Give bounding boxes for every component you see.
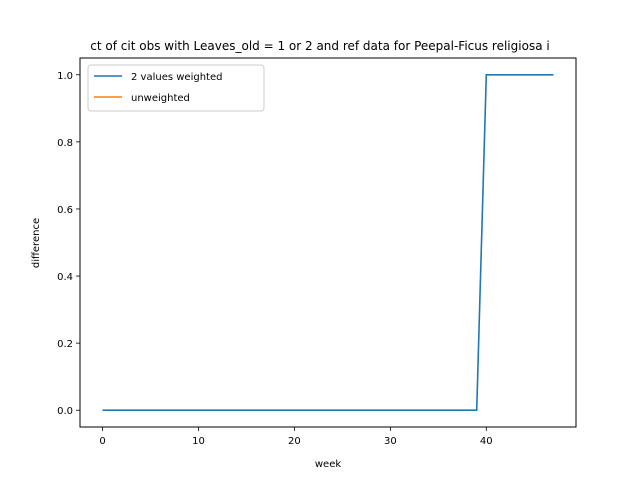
- x-tick-label: 20: [288, 436, 301, 447]
- axes-frame: [79, 57, 577, 428]
- chart-title: ct of cit obs with Leaves_old = 1 or 2 a…: [90, 39, 549, 53]
- x-tick-label: 30: [384, 436, 397, 447]
- series-line-0: [102, 73, 554, 412]
- x-tick-label: 10: [192, 436, 205, 447]
- legend-label-unweighted: unweighted: [131, 93, 190, 104]
- plot-area: 0 10 20 30 40 0.0 0.2 0.4 0.6 0.8 1.0: [57, 57, 577, 447]
- y-tick-label: 1.0: [57, 71, 73, 82]
- legend-label-weighted: 2 values weighted: [131, 72, 222, 83]
- legend-box: [87, 64, 265, 112]
- y-tick-label: 0.8: [57, 138, 73, 149]
- y-tick-label: 0.6: [57, 205, 73, 216]
- y-axis-label: difference: [31, 218, 42, 268]
- x-ticks: 0 10 20 30 40: [99, 427, 493, 447]
- y-ticks: 0.0 0.2 0.4 0.6 0.8 1.0: [57, 71, 80, 417]
- x-tick-label: 0: [99, 436, 105, 447]
- y-tick-label: 0.4: [57, 272, 73, 283]
- y-tick-label: 0.2: [57, 339, 73, 350]
- legend: 2 values weighted unweighted: [87, 64, 265, 112]
- x-axis-label: week: [315, 459, 341, 470]
- y-tick-label: 0.0: [57, 406, 73, 417]
- x-tick-label: 40: [480, 436, 493, 447]
- series-layer: [102, 73, 554, 412]
